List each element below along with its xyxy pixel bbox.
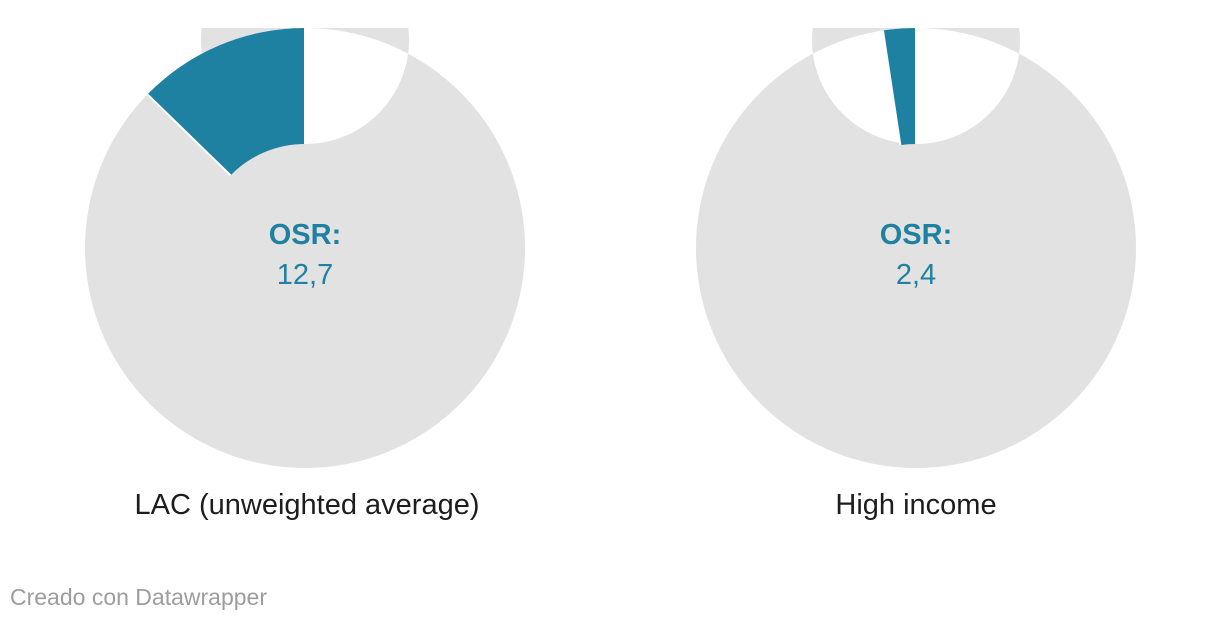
- donut-chart-lac[interactable]: OSR: 12,7: [85, 28, 525, 468]
- donut-slice-highlight[interactable]: [147, 28, 305, 176]
- slice-separator-line: [146, 93, 232, 177]
- slice-separator-line: [881, 30, 902, 146]
- donut-slice-remainder[interactable]: [696, 28, 1136, 468]
- chart-label-lac: LAC (unweighted average): [134, 489, 480, 521]
- datawrapper-attribution-link[interactable]: Creado con Datawrapper: [10, 584, 267, 610]
- chart-label-high-income: High income: [835, 489, 997, 521]
- donut-slice-highlight[interactable]: [882, 28, 916, 146]
- donut-chart-high-income[interactable]: OSR: 2,4: [696, 28, 1136, 468]
- donut-svg: [85, 28, 525, 468]
- donut-svg: [696, 28, 1136, 468]
